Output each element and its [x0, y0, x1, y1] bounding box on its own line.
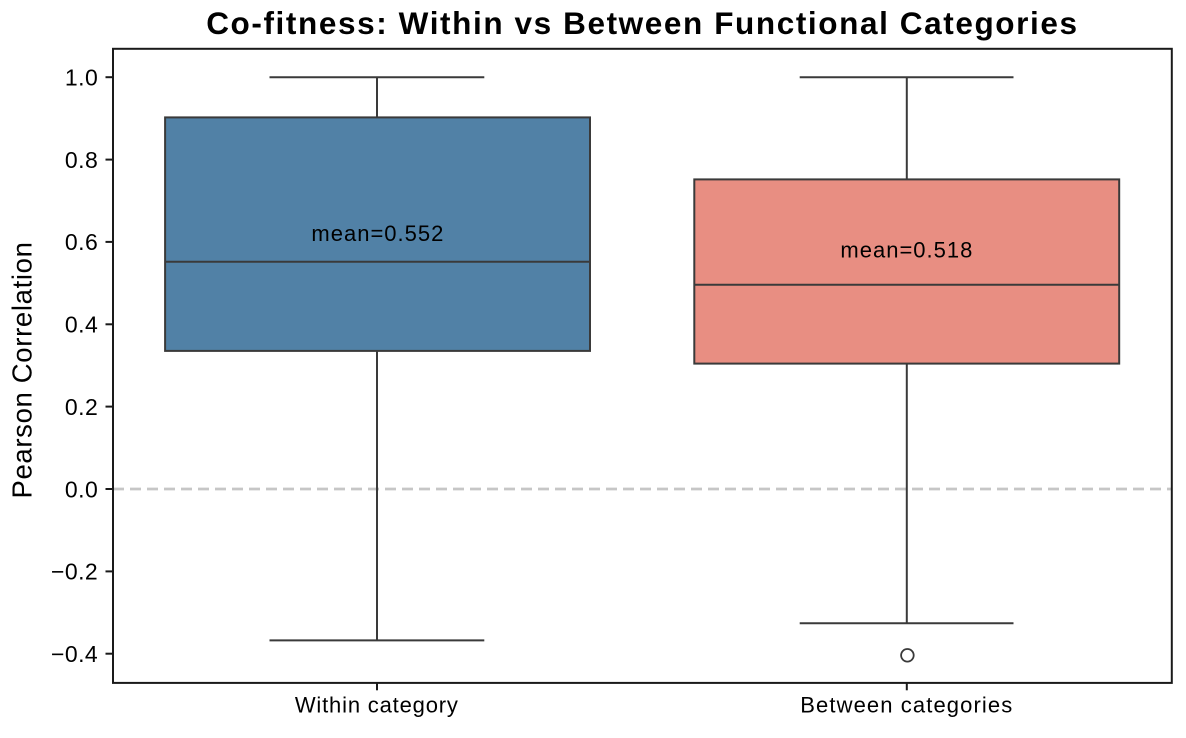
svg-text:Co-fitness: Within vs Between: Co-fitness: Within vs Between Functional…: [206, 5, 1078, 41]
svg-text:mean=0.552: mean=0.552: [311, 221, 444, 246]
svg-text:0.2: 0.2: [65, 394, 98, 420]
svg-text:0.6: 0.6: [65, 229, 98, 255]
svg-text:1.0: 1.0: [65, 65, 98, 91]
svg-text:0.0: 0.0: [65, 476, 98, 502]
svg-text:0.4: 0.4: [65, 312, 98, 338]
svg-text:−0.4: −0.4: [51, 641, 98, 667]
svg-text:Between categories: Between categories: [800, 692, 1013, 717]
svg-text:−0.2: −0.2: [51, 559, 98, 585]
svg-text:mean=0.518: mean=0.518: [840, 238, 973, 263]
svg-text:Pearson Correlation: Pearson Correlation: [7, 241, 38, 498]
svg-text:0.8: 0.8: [65, 147, 98, 173]
svg-text:Within category: Within category: [295, 692, 459, 717]
